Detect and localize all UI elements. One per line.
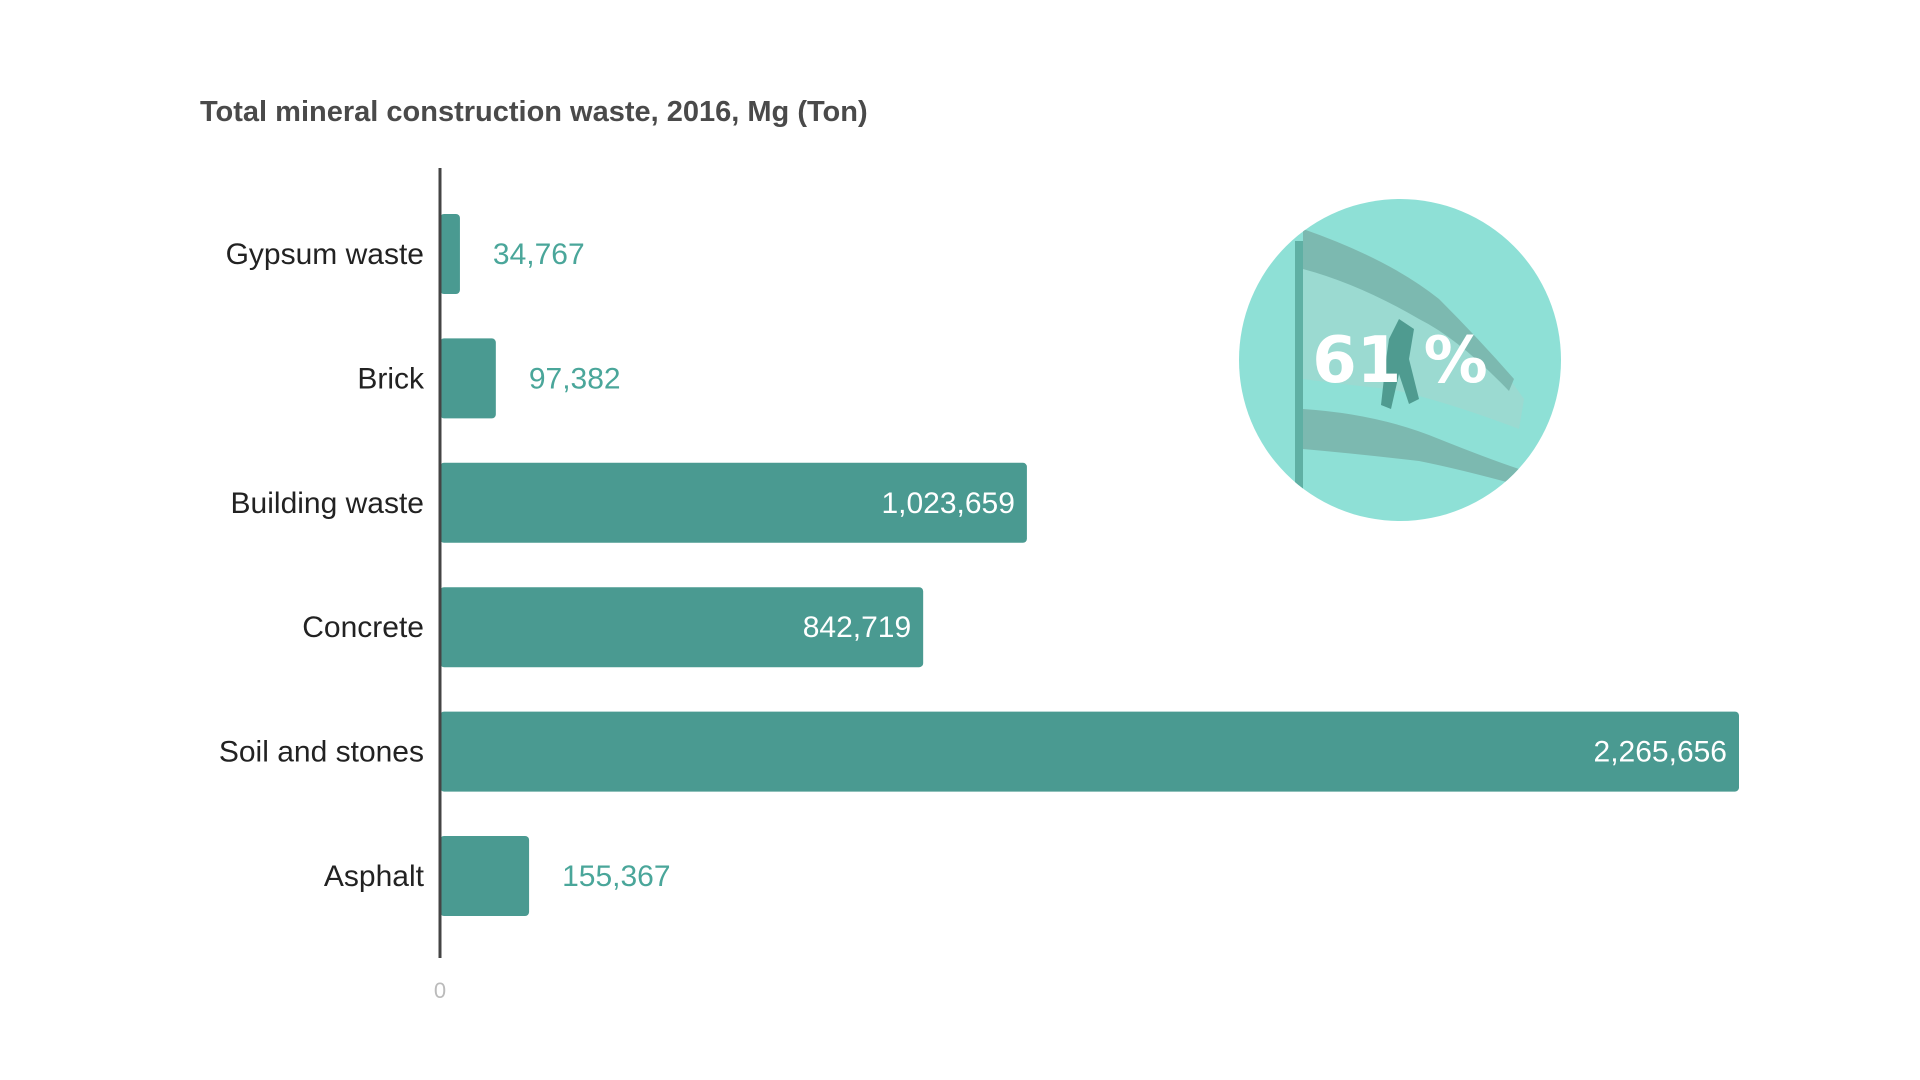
bar bbox=[440, 587, 924, 668]
category-label: Soil and stones bbox=[219, 736, 424, 769]
data-label: 97,382 bbox=[529, 362, 621, 395]
percentage-text: 61 % bbox=[1312, 324, 1488, 398]
category-label: Gypsum waste bbox=[226, 238, 424, 271]
bar bbox=[440, 711, 1739, 792]
data-label: 2,265,656 bbox=[1594, 736, 1727, 769]
bar bbox=[440, 836, 530, 916]
category-label: Asphalt bbox=[324, 860, 425, 893]
bar bbox=[440, 462, 1027, 543]
data-label: 1,023,659 bbox=[881, 487, 1014, 520]
category-label: Brick bbox=[357, 362, 425, 395]
flag-icon bbox=[1295, 229, 1524, 491]
bar bbox=[440, 338, 496, 419]
data-label: 155,367 bbox=[562, 860, 670, 893]
x-tick-label: 0 bbox=[434, 978, 446, 1003]
percentage-badge: 61 % bbox=[1239, 199, 1561, 521]
chart-title: Total mineral construction waste, 2016, … bbox=[200, 96, 868, 128]
category-label: Concrete bbox=[302, 611, 424, 644]
bar bbox=[440, 214, 460, 294]
category-label: Building waste bbox=[231, 487, 424, 520]
data-label: 34,767 bbox=[493, 238, 585, 271]
data-label: 842,719 bbox=[803, 611, 911, 644]
